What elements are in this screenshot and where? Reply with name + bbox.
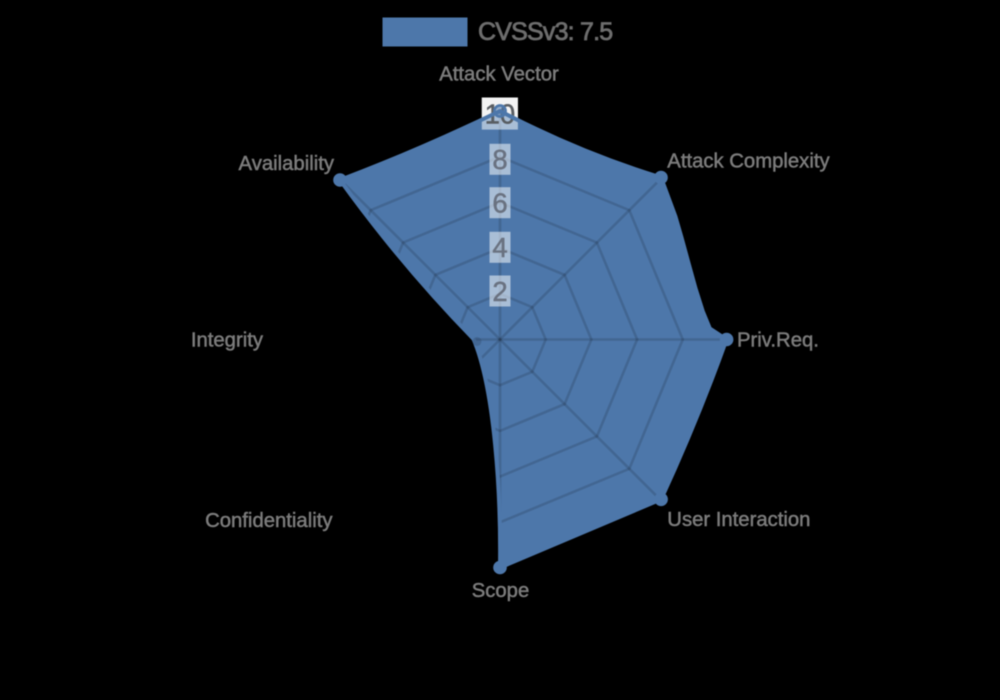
svg-text:Availability: Availability: [239, 153, 335, 175]
svg-text:8: 8: [492, 144, 507, 175]
svg-text:Integrity: Integrity: [191, 330, 264, 352]
svg-text:2: 2: [492, 276, 507, 307]
svg-text:6: 6: [492, 188, 507, 219]
svg-text:Scope: Scope: [472, 580, 530, 602]
svg-text:Attack Complexity: Attack Complexity: [667, 151, 830, 173]
svg-text:4: 4: [492, 232, 507, 263]
svg-text:Confidentiality: Confidentiality: [205, 510, 333, 532]
svg-text:Priv.Req.: Priv.Req.: [737, 330, 819, 352]
svg-text:User Interaction: User Interaction: [667, 509, 810, 531]
svg-text:CVSSv3: 7.5: CVSSv3: 7.5: [478, 18, 612, 46]
svg-text:Attack Vector: Attack Vector: [439, 64, 559, 86]
